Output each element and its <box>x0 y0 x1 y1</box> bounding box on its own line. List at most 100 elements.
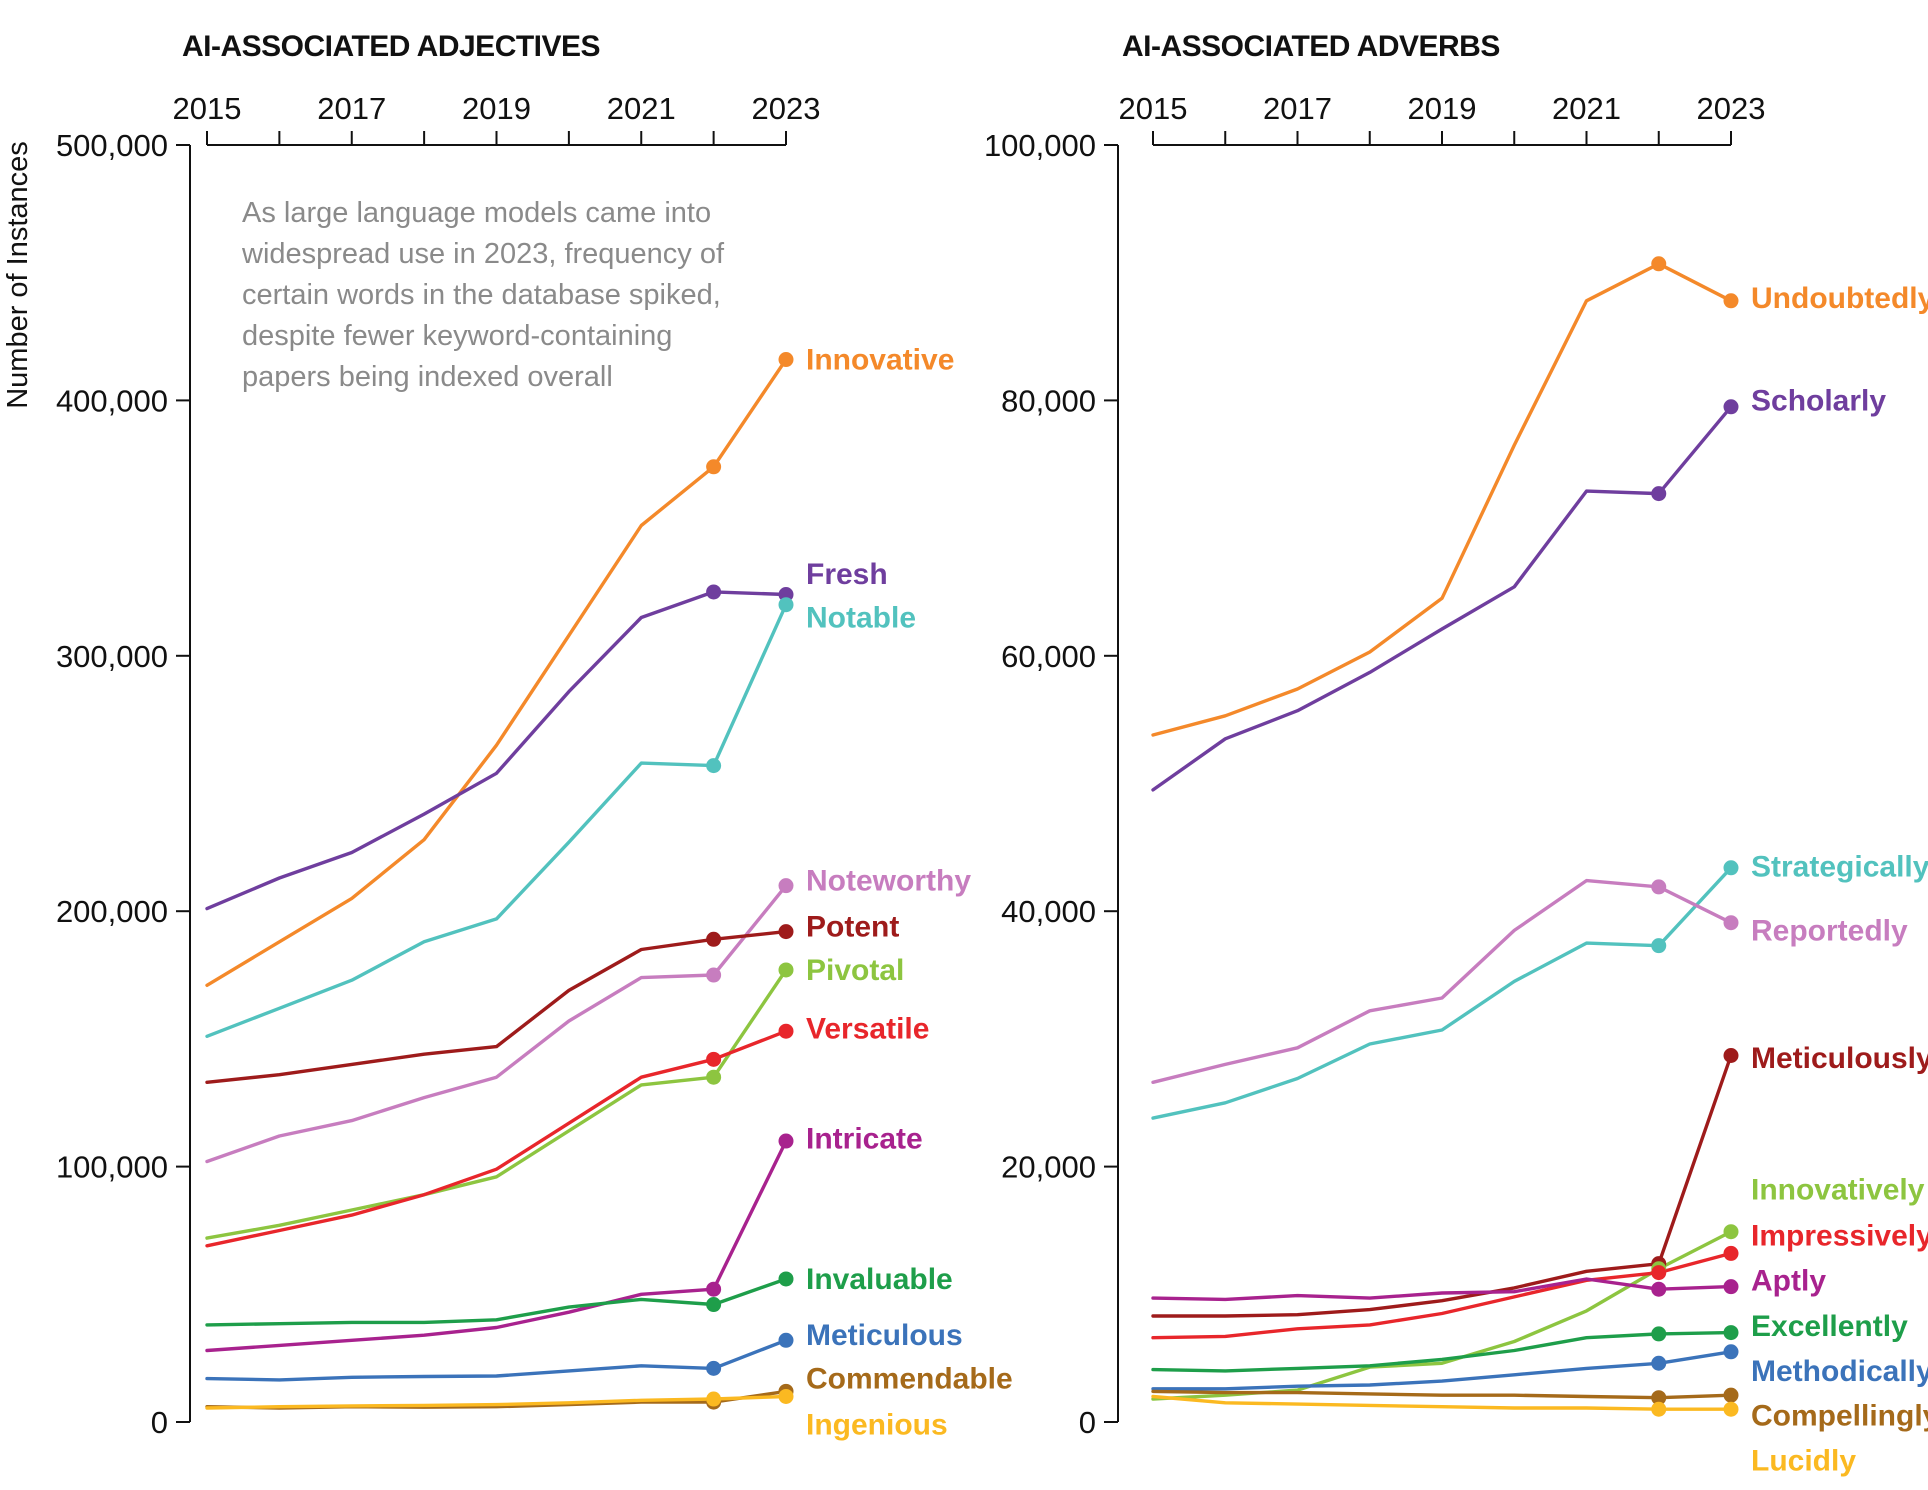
x-tick-label: 2023 <box>752 91 821 126</box>
data-point-meticulous <box>778 1332 794 1348</box>
series-label-invaluable: Invaluable <box>806 1263 953 1296</box>
note-line: widespread use in 2023, frequency of <box>241 238 725 270</box>
data-point-pivotal <box>706 1069 722 1085</box>
data-point-pivotal <box>778 962 794 978</box>
series-line-meticulous <box>205 1338 788 1382</box>
annotation-note: As large language models came into widesp… <box>241 197 725 393</box>
series-label-excellently: Excellently <box>1751 1310 1908 1343</box>
panel-title-adverbs: AI-ASSOCIATED ADVERBS <box>1122 30 1500 63</box>
series-line-noteworthy <box>205 884 788 1164</box>
series-line-fresh <box>205 590 788 911</box>
series-label-commendable: Commendable <box>806 1363 1013 1396</box>
data-point-impressively <box>1651 1265 1667 1281</box>
series-line-intricate <box>205 1139 788 1353</box>
y-tick-label: 40,000 <box>1001 894 1096 929</box>
data-point-ingenious <box>706 1391 722 1407</box>
data-point-reportedly <box>1723 915 1739 931</box>
data-point-innovative <box>778 352 794 368</box>
adverbs-labels: Undoubtedly Scholarly Strategically Reporte… <box>1751 282 1928 1477</box>
note-line: As large language models came into <box>242 197 711 229</box>
adjectives-axes: 2015 2017 2019 2021 2023 0 100,000 200,000 300,0… <box>56 91 821 1440</box>
y-tick-label: 80,000 <box>1001 383 1096 418</box>
data-point-meticulous <box>706 1360 722 1376</box>
adjectives-panel: AI-ASSOCIATED ADJECTIVES Number of Insta… <box>2 30 1013 1442</box>
data-point-undoubtedly <box>1651 256 1667 272</box>
x-tick-label: 2021 <box>1552 91 1621 126</box>
series-label-undoubtedly: Undoubtedly <box>1751 282 1928 315</box>
y-tick-label: 400,000 <box>56 383 168 418</box>
series-line-excellently <box>1151 1330 1733 1373</box>
series-label-notable: Notable <box>806 601 916 634</box>
y-tick-label: 20,000 <box>1001 1150 1096 1185</box>
data-point-meticulously <box>1723 1048 1739 1064</box>
note-line: papers being indexed overall <box>242 361 613 393</box>
data-point-noteworthy <box>778 878 794 894</box>
data-point-innovative <box>706 459 722 475</box>
series-label-fresh: Fresh <box>806 558 888 591</box>
data-point-noteworthy <box>706 967 722 983</box>
data-point-strategically <box>1723 860 1739 876</box>
x-tick-label: 2019 <box>462 91 531 126</box>
y-tick-label: 500,000 <box>56 128 168 163</box>
x-tick-label: 2023 <box>1697 91 1766 126</box>
series-label-innovatively: Innovatively <box>1751 1174 1925 1207</box>
data-point-potent <box>706 931 722 947</box>
series-line-scholarly <box>1151 405 1733 792</box>
x-tick-label: 2015 <box>173 91 242 126</box>
series-line-meticulously <box>1151 1053 1733 1318</box>
series-label-versatile: Versatile <box>806 1013 929 1046</box>
data-point-excellently <box>1651 1326 1667 1342</box>
data-point-impressively <box>1723 1245 1739 1261</box>
data-point-scholarly <box>1651 486 1667 502</box>
series-line-innovative <box>205 357 788 987</box>
y-tick-label: 60,000 <box>1001 639 1096 674</box>
x-tick-label: 2017 <box>1263 91 1332 126</box>
series-label-meticulous: Meticulous <box>806 1319 963 1352</box>
data-point-potent <box>778 924 794 940</box>
series-label-potent: Potent <box>806 911 899 944</box>
series-label-compellingly: Compellingly <box>1751 1400 1928 1433</box>
y-axis-label: Number of Instances <box>2 141 34 409</box>
series-label-aptly: Aptly <box>1751 1264 1826 1297</box>
data-point-compellingly <box>1723 1387 1739 1403</box>
series-label-methodically: Methodically <box>1751 1355 1928 1388</box>
data-point-fresh <box>706 584 722 600</box>
series-label-noteworthy: Noteworthy <box>806 865 971 898</box>
data-point-methodically <box>1723 1344 1739 1360</box>
data-point-aptly <box>1723 1279 1739 1295</box>
series-line-aptly <box>1151 1277 1733 1302</box>
y-tick-label: 100,000 <box>56 1150 168 1185</box>
data-point-invaluable <box>706 1297 722 1313</box>
adverbs-axes: 2015 2017 2019 2021 2023 0 20,000 40,000 60,000 8… <box>984 91 1766 1440</box>
series-line-reportedly <box>1151 878 1733 1085</box>
y-tick-label: 0 <box>151 1405 168 1440</box>
y-tick-label: 0 <box>1079 1405 1096 1440</box>
data-point-ingenious <box>778 1388 794 1404</box>
series-line-impressively <box>1151 1251 1733 1340</box>
series-line-compellingly <box>1151 1389 1733 1400</box>
adjectives-labels: Innovative Fresh Notable Noteworthy Potent Pi… <box>806 344 1013 1442</box>
y-tick-label: 100,000 <box>984 128 1096 163</box>
note-line: certain words in the database spiked, <box>242 279 721 311</box>
data-point-undoubtedly <box>1723 293 1739 309</box>
data-point-invaluable <box>778 1271 794 1287</box>
adverbs-panel: AI-ASSOCIATED ADVERBS 2015 2017 2019 2021 20… <box>984 30 1928 1477</box>
data-point-versatile <box>778 1023 794 1039</box>
data-point-reportedly <box>1651 879 1667 895</box>
note-line: despite fewer keyword-containing <box>242 320 672 352</box>
y-tick-label: 200,000 <box>56 894 168 929</box>
series-label-strategically: Strategically <box>1751 851 1928 884</box>
data-point-methodically <box>1651 1355 1667 1371</box>
series-label-impressively: Impressively <box>1751 1220 1928 1253</box>
y-tick-label: 300,000 <box>56 639 168 674</box>
series-line-versatile <box>205 1029 788 1248</box>
series-line-ingenious <box>205 1394 788 1410</box>
data-point-excellently <box>1723 1325 1739 1341</box>
data-point-versatile <box>706 1051 722 1067</box>
data-point-notable <box>706 758 722 774</box>
adjectives-lines <box>205 352 794 1410</box>
series-label-reportedly: Reportedly <box>1751 914 1908 947</box>
x-tick-label: 2017 <box>317 91 386 126</box>
data-point-strategically <box>1651 938 1667 954</box>
